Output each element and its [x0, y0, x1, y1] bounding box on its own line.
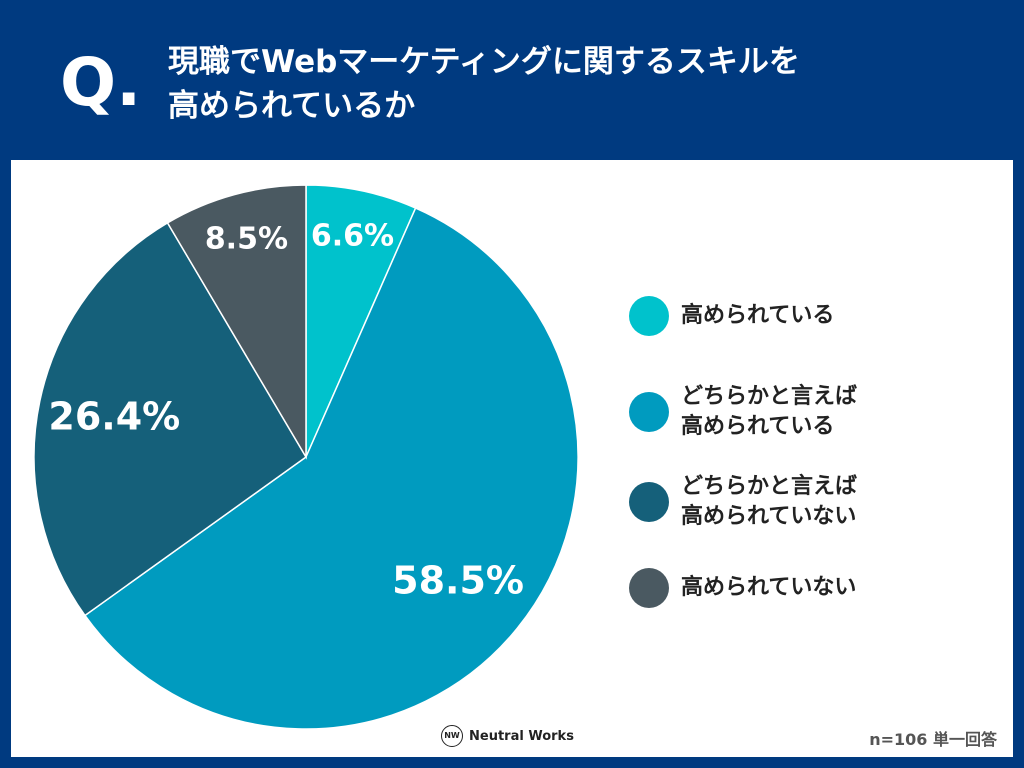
brand: NW Neutral Works — [441, 725, 574, 747]
question-mark: Q. — [60, 44, 142, 121]
pie-label-2: 58.5% — [392, 558, 524, 602]
brand-logo-icon: NW — [441, 725, 463, 747]
chart-panel: 6.6% 58.5% 26.4% 8.5% 高められている どちらかと言えば 高められ… — [11, 160, 1013, 757]
question-title: 現職でWebマーケティングに関するスキルを 高められているか — [168, 40, 988, 128]
pie-slice-2 — [83, 207, 579, 730]
question-line-1: 現職でWebマーケティングに関するスキルを — [168, 44, 800, 80]
pie-slice-1 — [305, 184, 417, 458]
pie-slice-3 — [33, 221, 307, 617]
legend-item-3: どちらかと言えば 高められていない — [629, 472, 921, 532]
legend-item-2: どちらかと言えば 高められている — [629, 382, 921, 442]
legend-swatch-1 — [629, 296, 669, 336]
pie-label-3: 26.4% — [48, 395, 180, 439]
legend-label-1: 高められている — [681, 303, 835, 328]
brand-name: Neutral Works — [469, 728, 574, 744]
legend-label-3: どちらかと言えば 高められていない — [681, 474, 858, 529]
pie-slice-4 — [166, 184, 307, 460]
sample-note: n=106 単一回答 — [869, 730, 997, 749]
legend-label-2: どちらかと言えば 高められている — [681, 384, 858, 439]
legend-swatch-2 — [629, 392, 669, 432]
pie-chart: 6.6% 58.5% 26.4% 8.5% — [33, 184, 579, 730]
legend-label-4: 高められていない — [681, 575, 857, 600]
legend-swatch-4 — [629, 568, 669, 608]
header: Q. 現職でWebマーケティングに関するスキルを 高められているか — [0, 0, 1024, 160]
pie-label-1: 6.6% — [311, 219, 394, 254]
legend-swatch-3 — [629, 482, 669, 522]
legend-item-1: 高められている — [629, 296, 921, 336]
pie-label-4: 8.5% — [205, 222, 288, 257]
question-line-2: 高められているか — [168, 88, 416, 124]
legend-item-4: 高められていない — [629, 568, 921, 608]
